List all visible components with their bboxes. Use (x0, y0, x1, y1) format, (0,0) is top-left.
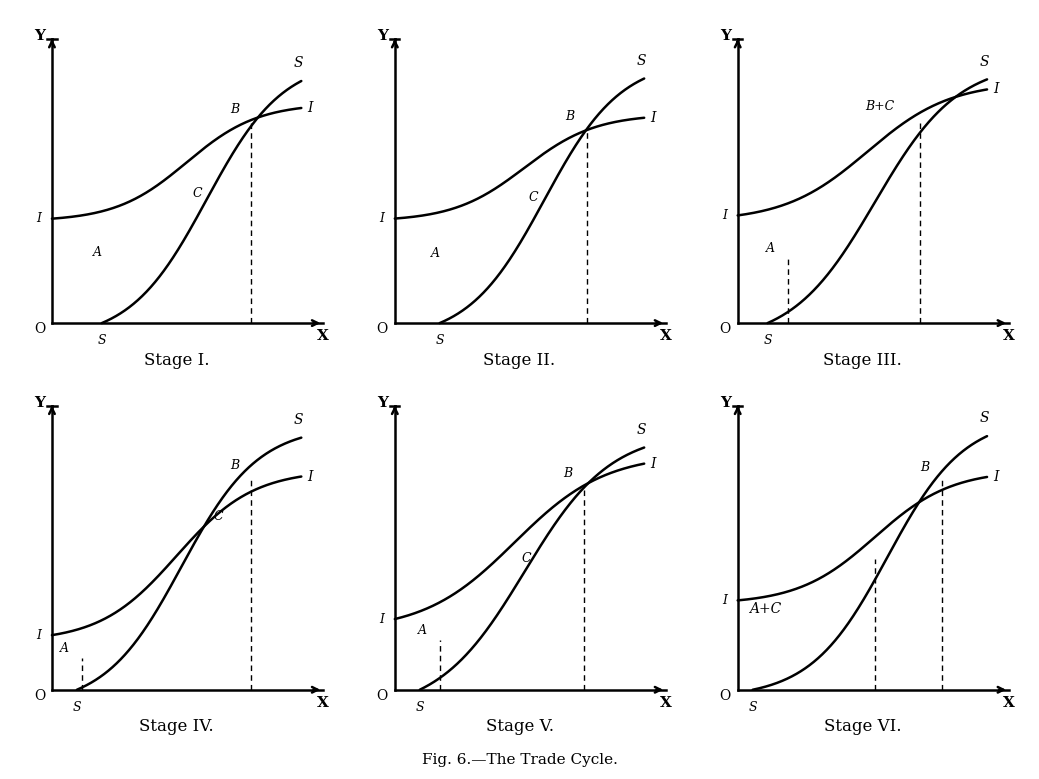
Text: Fig. 6.—The Trade Cycle.: Fig. 6.—The Trade Cycle. (422, 753, 617, 767)
Text: S: S (293, 56, 303, 70)
Text: Stage IV.: Stage IV. (139, 718, 214, 735)
Text: C: C (213, 510, 223, 523)
Text: B: B (921, 461, 930, 474)
Text: X: X (660, 329, 672, 343)
Text: I: I (36, 629, 42, 642)
Text: I: I (650, 111, 656, 125)
Text: Y: Y (34, 29, 45, 43)
Text: I: I (993, 470, 998, 484)
Text: B+C: B+C (865, 100, 895, 113)
Text: Y: Y (377, 29, 388, 43)
Text: B: B (565, 110, 575, 123)
Text: O: O (377, 323, 388, 337)
Text: Y: Y (720, 29, 730, 43)
Text: C: C (522, 552, 531, 566)
Text: B: B (563, 467, 571, 480)
Text: Stage II.: Stage II. (483, 352, 556, 368)
Text: I: I (650, 456, 656, 471)
Text: S: S (73, 701, 81, 714)
Text: A: A (766, 241, 775, 255)
Text: I: I (993, 83, 998, 97)
Text: X: X (660, 696, 672, 710)
Text: S: S (979, 55, 989, 69)
Text: B: B (230, 104, 239, 116)
Text: C: C (529, 192, 538, 204)
Text: I: I (722, 209, 727, 222)
Text: A+C: A+C (749, 602, 781, 616)
Text: X: X (1003, 329, 1015, 343)
Text: S: S (98, 334, 106, 347)
Text: A: A (431, 247, 439, 259)
Text: I: I (379, 612, 384, 626)
Text: O: O (720, 323, 730, 337)
Text: O: O (34, 689, 45, 703)
Text: O: O (720, 689, 730, 703)
Text: Y: Y (377, 396, 388, 410)
Text: Stage III.: Stage III. (823, 352, 902, 368)
Text: I: I (308, 101, 313, 115)
Text: I: I (379, 212, 384, 225)
Text: I: I (308, 470, 313, 484)
Text: S: S (764, 334, 772, 347)
Text: S: S (416, 701, 424, 714)
Text: O: O (34, 323, 45, 337)
Text: Y: Y (34, 396, 45, 410)
Text: I: I (722, 594, 727, 607)
Text: B: B (230, 459, 239, 472)
Text: O: O (377, 689, 388, 703)
Text: S: S (979, 411, 989, 425)
Text: Stage VI.: Stage VI. (824, 718, 901, 735)
Text: Y: Y (720, 396, 730, 410)
Text: X: X (1003, 696, 1015, 710)
Text: S: S (435, 334, 444, 347)
Text: A: A (92, 246, 102, 259)
Text: X: X (317, 696, 329, 710)
Text: A: A (419, 624, 427, 637)
Text: I: I (36, 212, 42, 225)
Text: S: S (293, 413, 303, 427)
Text: Stage V.: Stage V. (485, 718, 554, 735)
Text: C: C (192, 188, 202, 200)
Text: S: S (636, 54, 646, 68)
Text: Stage I.: Stage I. (143, 352, 210, 368)
Text: S: S (636, 423, 646, 437)
Text: A: A (60, 642, 70, 654)
Text: S: S (748, 701, 757, 714)
Text: X: X (317, 329, 329, 343)
